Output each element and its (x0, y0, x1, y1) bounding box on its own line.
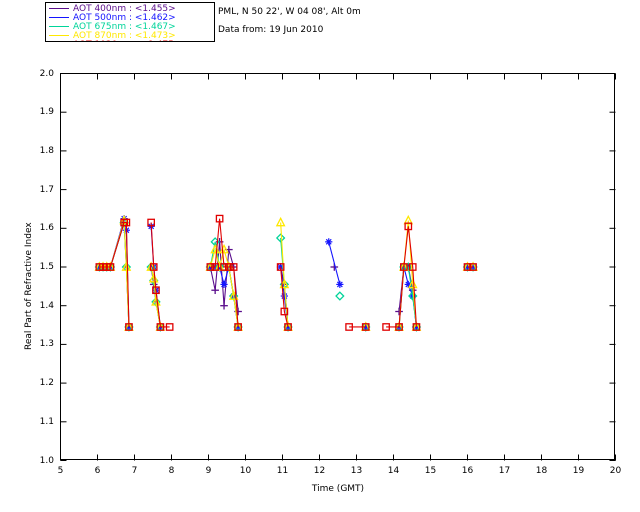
x-tick-label: 13 (350, 465, 363, 476)
x-axis-title: Time (GMT) (311, 484, 365, 494)
x-tick-label: 14 (387, 465, 400, 476)
x-tick-label: 20 (609, 465, 622, 476)
x-tick-label: 6 (94, 465, 101, 476)
x-tick-label: 9 (205, 465, 212, 476)
x-tick-label: 15 (424, 465, 437, 476)
y-tick-label: 1.1 (39, 416, 54, 427)
y-tick-label: 1.3 (39, 339, 54, 350)
legend-label: AOT 400nm : <1.455> (73, 4, 176, 14)
x-tick-label: 8 (168, 465, 175, 476)
legend-aot-500: AOT 500nm : <1.462> (49, 14, 176, 23)
legend-label: AOT 870nm : <1.473> (73, 31, 176, 41)
x-tick-label: 7 (131, 465, 138, 476)
y-tick-label: 1.7 (39, 184, 54, 195)
y-tick-label: 1.8 (39, 145, 54, 156)
legend-aot-870: AOT 870nm : <1.473> (49, 32, 176, 41)
y-tick-label: 2.0 (39, 68, 54, 79)
legend-line-swatch (49, 8, 69, 9)
y-tick-label: 1.2 (39, 378, 54, 389)
x-tick-label: 18 (535, 465, 548, 476)
legend-line-swatch (49, 17, 69, 18)
y-tick-label: 1.6 (39, 223, 54, 234)
x-tick-label: 5 (57, 465, 64, 476)
legend-line-swatch (49, 35, 69, 36)
x-tick-label: 12 (313, 465, 326, 476)
legend-aot-400: AOT 400nm : <1.455> (49, 5, 176, 14)
legend-label: AOT 500nm : <1.462> (73, 13, 176, 23)
y-tick-label: 1.5 (39, 262, 54, 272)
legend-label: AOT 675nm : <1.467> (73, 22, 176, 32)
site-title: PML, N 50 22', W 04 08', Alt 0m (218, 7, 361, 17)
series-aot-1020nm (95, 214, 477, 331)
date-title: Data from: 19 Jun 2010 (218, 25, 324, 35)
legend-line-swatch (49, 26, 69, 27)
x-tick-label: 17 (498, 465, 511, 476)
y-tick-label: 1.0 (39, 455, 54, 466)
x-tick-label: 16 (461, 465, 474, 476)
y-tick-label: 1.4 (39, 300, 54, 311)
y-tick-label: 1.9 (39, 107, 54, 118)
x-tick-label: 11 (276, 465, 289, 476)
legend-aot-675: AOT 675nm : <1.467> (49, 23, 176, 32)
legend-aot-1020: AOT 1020nm : <1.475> (73, 41, 181, 42)
x-tick-label: 19 (572, 465, 585, 476)
legend-label: AOT 1020nm : <1.475> (73, 41, 181, 42)
x-tick-label: 10 (239, 465, 252, 476)
legend: AOT 400nm : <1.455> AOT 500nm : <1.462> AO… (45, 2, 215, 42)
